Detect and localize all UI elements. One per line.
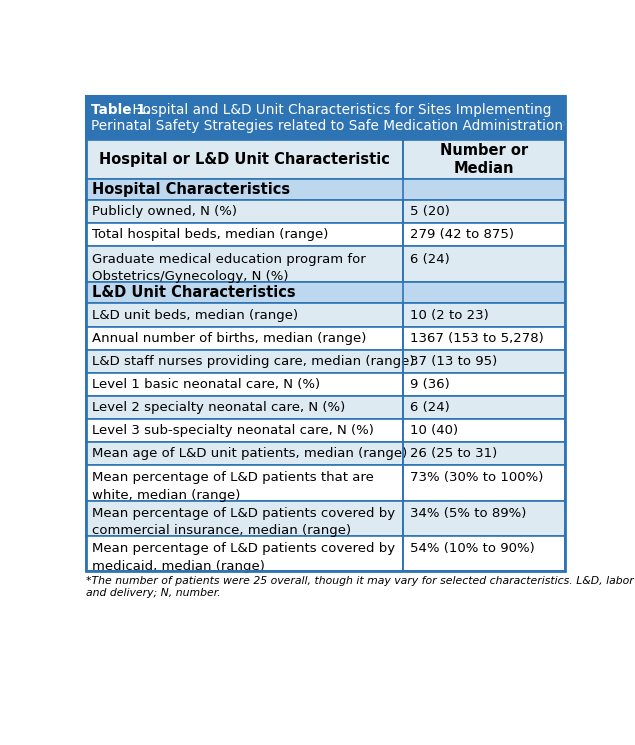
Text: Mean percentage of L&D patients covered by
commercial insurance, median (range): Mean percentage of L&D patients covered … (92, 507, 395, 537)
Bar (403, 140, 565, 179)
Bar (86, 140, 403, 179)
Bar (86, 396, 403, 419)
Text: 5 (20): 5 (20) (410, 206, 450, 218)
Text: 1367 (153 to 5,278): 1367 (153 to 5,278) (410, 332, 544, 345)
Text: 10 (40): 10 (40) (410, 424, 458, 437)
Bar (403, 536, 565, 571)
Bar (403, 200, 565, 223)
Bar (86, 442, 403, 465)
Bar (403, 349, 565, 372)
Text: 34% (5% to 89%): 34% (5% to 89%) (410, 507, 526, 520)
Text: 279 (42 to 875): 279 (42 to 875) (410, 229, 514, 241)
Bar (403, 303, 565, 326)
Text: 54% (10% to 90%): 54% (10% to 90%) (410, 542, 534, 555)
Text: Graduate medical education program for
Obstetrics/Gynecology, N (%): Graduate medical education program for O… (92, 253, 366, 283)
Text: Hospital Characteristics: Hospital Characteristics (92, 182, 290, 197)
Text: Hospital or L&D Unit Characteristic: Hospital or L&D Unit Characteristic (99, 152, 390, 167)
Bar (86, 303, 403, 326)
Text: *The number of patients were 25 overall, though it may vary for selected charact: *The number of patients were 25 overall,… (86, 576, 633, 597)
Bar (86, 536, 403, 571)
Text: Level 1 basic neonatal care, N (%): Level 1 basic neonatal care, N (%) (92, 378, 320, 391)
Text: L&D Unit Characteristics: L&D Unit Characteristics (92, 285, 295, 300)
Text: 10 (2 to 23): 10 (2 to 23) (410, 308, 488, 322)
Bar (403, 465, 565, 501)
Text: 73% (30% to 100%): 73% (30% to 100%) (410, 472, 543, 484)
Bar (403, 442, 565, 465)
Text: 6 (24): 6 (24) (410, 253, 450, 266)
Text: Table 1.: Table 1. (91, 104, 151, 117)
Bar (403, 247, 565, 282)
Text: L&D staff nurses providing care, median (range): L&D staff nurses providing care, median … (92, 355, 414, 368)
Bar (403, 419, 565, 442)
Bar (86, 95, 565, 140)
Text: Number or
Median: Number or Median (440, 143, 528, 176)
Bar (403, 396, 565, 419)
Text: Mean percentage of L&D patients covered by
medicaid, median (range): Mean percentage of L&D patients covered … (92, 542, 395, 573)
Bar (86, 247, 403, 282)
Bar (403, 372, 565, 396)
Text: Hospital and L&D Unit Characteristics for Sites Implementing: Hospital and L&D Unit Characteristics fo… (128, 104, 552, 117)
Bar (86, 282, 565, 303)
Bar (403, 224, 565, 247)
Bar (86, 179, 565, 200)
Bar (86, 465, 403, 501)
Bar (86, 349, 403, 372)
Text: Level 2 specialty neonatal care, N (%): Level 2 specialty neonatal care, N (%) (92, 401, 345, 414)
Bar (403, 326, 565, 349)
Text: Total hospital beds, median (range): Total hospital beds, median (range) (92, 229, 328, 241)
Bar (86, 501, 403, 536)
Bar (86, 95, 565, 571)
Text: Perinatal Safety Strategies related to Safe Medication Administration*: Perinatal Safety Strategies related to S… (91, 118, 570, 133)
Bar (86, 326, 403, 349)
Text: L&D unit beds, median (range): L&D unit beds, median (range) (92, 308, 298, 322)
Text: Annual number of births, median (range): Annual number of births, median (range) (92, 332, 366, 345)
Bar (403, 501, 565, 536)
Text: Publicly owned, N (%): Publicly owned, N (%) (92, 206, 237, 218)
Text: 37 (13 to 95): 37 (13 to 95) (410, 355, 497, 368)
Bar (86, 419, 403, 442)
Bar (86, 200, 403, 223)
Bar (86, 372, 403, 396)
Text: Level 3 sub-specialty neonatal care, N (%): Level 3 sub-specialty neonatal care, N (… (92, 424, 373, 437)
Text: Mean percentage of L&D patients that are
white, median (range): Mean percentage of L&D patients that are… (92, 472, 373, 502)
Bar (86, 224, 403, 247)
Text: 26 (25 to 31): 26 (25 to 31) (410, 447, 497, 460)
Text: 9 (36): 9 (36) (410, 378, 450, 391)
Text: 6 (24): 6 (24) (410, 401, 450, 414)
Text: Mean age of L&D unit patients, median (range): Mean age of L&D unit patients, median (r… (92, 447, 407, 460)
